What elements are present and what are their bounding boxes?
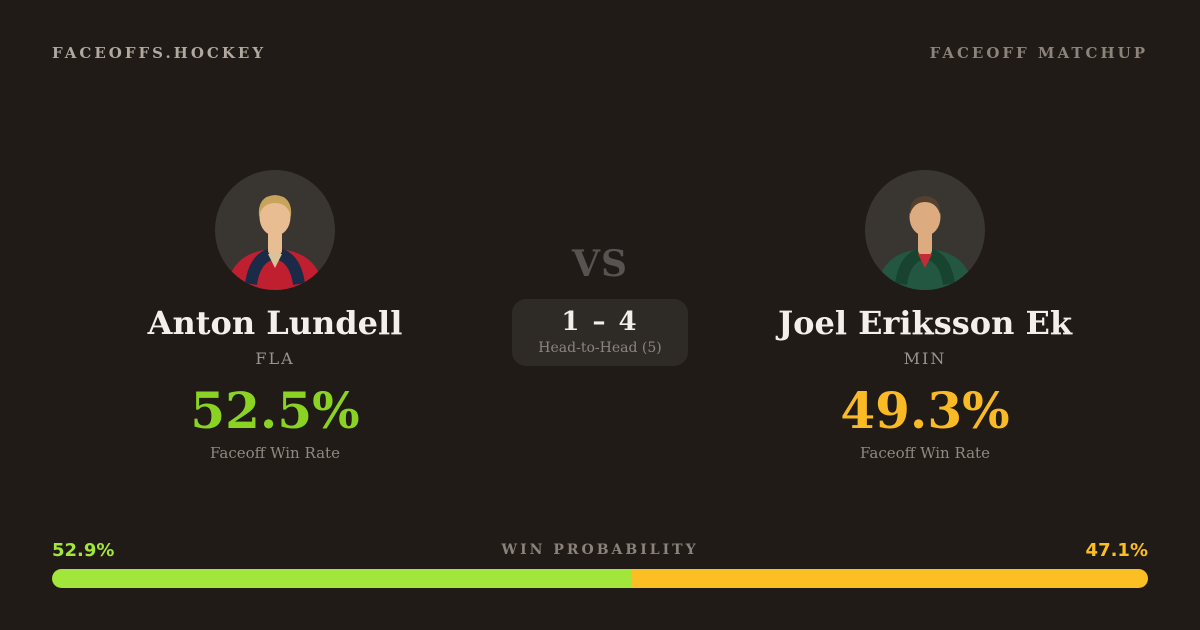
vs-column: VS 1 – 4 Head-to-Head (5) [460, 170, 740, 366]
win-prob-fill-right [631, 569, 1148, 588]
win-probability-title: WIN PROBABILITY [501, 542, 699, 558]
win-rate-label: Faceoff Win Rate [860, 443, 990, 462]
player-card-right: Joel Eriksson Ek MIN 49.3% Faceoff Win R… [740, 170, 1110, 462]
head-shape [259, 198, 291, 236]
win-probability-labels: 52.9% WIN PROBABILITY 47.1% [52, 542, 1148, 560]
head-to-head-score: 1 – 4 [561, 307, 639, 337]
hair-shape [258, 195, 292, 217]
win-rate-value: 49.3% [840, 380, 1010, 440]
collar-accent-shape [268, 254, 282, 268]
matchup-section: Anton Lundell FLA 52.5% Faceoff Win Rate… [0, 170, 1200, 462]
player-team: FLA [255, 348, 295, 368]
win-probability-bar [52, 569, 1148, 588]
brand-logo-text: FACEOFFS.HOCKEY [52, 44, 267, 62]
player-card-left: Anton Lundell FLA 52.5% Faceoff Win Rate [90, 170, 460, 462]
win-probability-section: 52.9% WIN PROBABILITY 47.1% [52, 542, 1148, 588]
header: FACEOFFS.HOCKEY FACEOFF MATCHUP [0, 0, 1200, 62]
player-avatar-left [215, 170, 335, 290]
head-to-head-label: Head-to-Head (5) [538, 339, 662, 356]
head-to-head-box: 1 – 4 Head-to-Head (5) [512, 299, 688, 366]
win-rate-value: 52.5% [190, 380, 360, 440]
win-prob-right-value: 47.1% [1085, 540, 1148, 561]
win-prob-fill-left [52, 569, 632, 588]
collar-accent-shape [918, 254, 932, 268]
win-rate-label: Faceoff Win Rate [210, 443, 340, 462]
win-prob-left-value: 52.9% [52, 540, 115, 561]
player-team: MIN [903, 348, 947, 368]
page-title: FACEOFF MATCHUP [929, 44, 1148, 62]
player-name: Joel Eriksson Ek [777, 304, 1073, 342]
hair-shape [909, 196, 941, 214]
head-shape [909, 198, 941, 236]
player-name: Anton Lundell [147, 304, 403, 342]
vs-label: VS [572, 243, 628, 285]
player-avatar-right [865, 170, 985, 290]
